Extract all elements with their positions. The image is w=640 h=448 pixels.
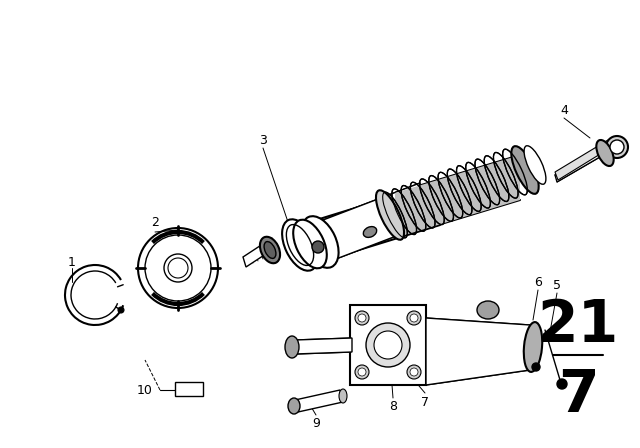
Polygon shape xyxy=(555,140,610,180)
Text: 6: 6 xyxy=(534,276,542,289)
Text: 1: 1 xyxy=(68,255,76,268)
Ellipse shape xyxy=(164,254,192,282)
Ellipse shape xyxy=(596,140,614,166)
Polygon shape xyxy=(243,238,275,267)
Ellipse shape xyxy=(364,227,377,237)
Text: 21: 21 xyxy=(538,297,619,353)
Circle shape xyxy=(410,314,418,322)
Ellipse shape xyxy=(260,237,280,263)
Circle shape xyxy=(374,331,402,359)
Circle shape xyxy=(410,368,418,376)
Circle shape xyxy=(407,311,421,325)
Circle shape xyxy=(118,307,124,313)
Ellipse shape xyxy=(524,322,542,372)
Circle shape xyxy=(355,365,369,379)
Polygon shape xyxy=(295,338,352,354)
Text: 8: 8 xyxy=(389,400,397,413)
FancyBboxPatch shape xyxy=(175,382,203,396)
Circle shape xyxy=(355,311,369,325)
Ellipse shape xyxy=(301,216,339,268)
Ellipse shape xyxy=(285,336,299,358)
Text: 10: 10 xyxy=(137,383,153,396)
Ellipse shape xyxy=(524,146,546,184)
Text: 5: 5 xyxy=(553,279,561,292)
Polygon shape xyxy=(395,155,520,238)
Ellipse shape xyxy=(264,241,276,258)
Polygon shape xyxy=(426,318,530,385)
Text: 7: 7 xyxy=(557,366,598,423)
Circle shape xyxy=(358,314,366,322)
Ellipse shape xyxy=(376,190,404,240)
Circle shape xyxy=(358,368,366,376)
Polygon shape xyxy=(310,183,425,267)
Ellipse shape xyxy=(610,140,624,154)
Polygon shape xyxy=(295,390,343,412)
Ellipse shape xyxy=(288,398,300,414)
Ellipse shape xyxy=(293,220,327,268)
Text: N15: N15 xyxy=(181,384,196,393)
Ellipse shape xyxy=(511,146,539,194)
Circle shape xyxy=(407,365,421,379)
Ellipse shape xyxy=(339,389,347,403)
Ellipse shape xyxy=(606,136,628,158)
Text: 4: 4 xyxy=(560,103,568,116)
Text: 9: 9 xyxy=(312,417,320,430)
Circle shape xyxy=(557,379,567,389)
Polygon shape xyxy=(350,305,426,385)
Text: 7: 7 xyxy=(421,396,429,409)
Circle shape xyxy=(366,323,410,367)
Ellipse shape xyxy=(282,219,318,271)
Polygon shape xyxy=(555,143,612,182)
Ellipse shape xyxy=(477,301,499,319)
Circle shape xyxy=(312,241,324,253)
Circle shape xyxy=(532,363,540,371)
Text: 3: 3 xyxy=(259,134,267,146)
Text: 2: 2 xyxy=(151,215,159,228)
